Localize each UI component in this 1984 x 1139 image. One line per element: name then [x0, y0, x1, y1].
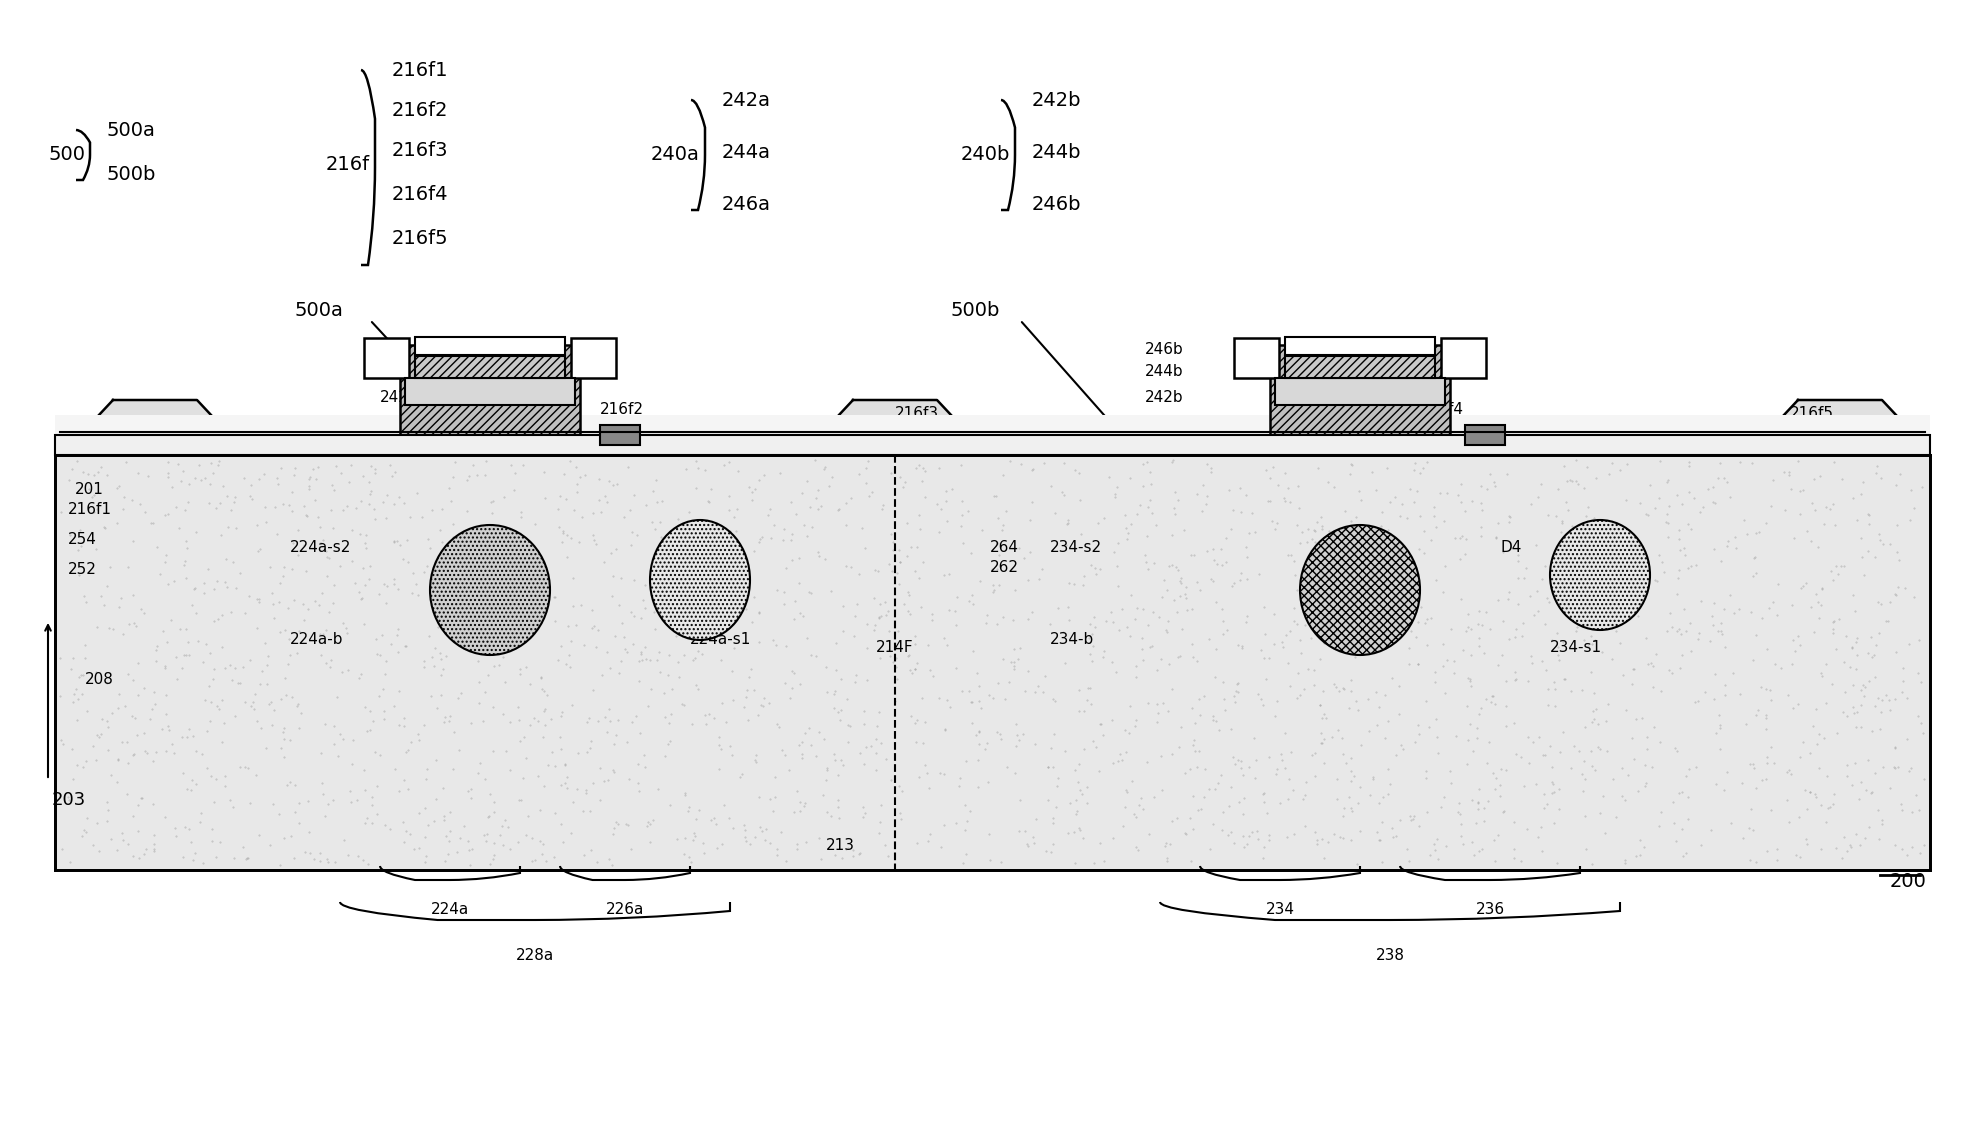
Text: 216f2: 216f2 — [393, 100, 448, 120]
FancyBboxPatch shape — [56, 454, 1930, 870]
Text: 250: 250 — [625, 431, 655, 445]
Ellipse shape — [1300, 525, 1421, 655]
Text: 216f1: 216f1 — [67, 502, 111, 517]
Text: 246b: 246b — [1145, 343, 1184, 358]
Bar — [1270, 345, 1450, 454]
Text: 216f3: 216f3 — [895, 405, 938, 420]
Bar — [401, 345, 579, 454]
Text: 500a: 500a — [296, 301, 343, 320]
Ellipse shape — [1550, 521, 1651, 630]
Text: 224a-s2: 224a-s2 — [290, 541, 351, 556]
Text: 246b: 246b — [1032, 196, 1081, 214]
Text: 224a-b: 224a-b — [290, 632, 343, 647]
Bar — [1276, 378, 1444, 405]
Polygon shape — [1780, 400, 1901, 454]
Text: 224a: 224a — [431, 902, 468, 918]
Text: 216f5: 216f5 — [393, 229, 448, 247]
Text: 246a: 246a — [381, 343, 419, 358]
Text: D3: D3 — [1349, 541, 1371, 556]
Bar — [1440, 338, 1486, 378]
Bar — [1464, 425, 1506, 445]
Bar — [363, 338, 409, 378]
Text: 214F: 214F — [877, 640, 915, 656]
Text: 208: 208 — [85, 672, 113, 688]
Bar — [56, 435, 1930, 454]
Text: 213: 213 — [825, 837, 855, 852]
Text: 254: 254 — [67, 533, 97, 548]
Text: 226a-b: 226a-b — [690, 563, 744, 577]
Text: 236-b: 236-b — [1550, 573, 1595, 588]
Bar — [1286, 337, 1434, 355]
Bar — [405, 378, 575, 405]
Text: D1: D1 — [478, 541, 502, 556]
Text: 246a: 246a — [722, 196, 772, 214]
Polygon shape — [95, 400, 214, 454]
Polygon shape — [835, 400, 954, 454]
Text: 240a: 240a — [651, 146, 700, 164]
Text: 252: 252 — [67, 563, 97, 577]
Bar — [1286, 357, 1434, 378]
Text: 216f3: 216f3 — [393, 140, 448, 159]
Text: D4: D4 — [1500, 541, 1522, 556]
Text: 224a-s1: 224a-s1 — [690, 632, 752, 647]
Text: 216f4: 216f4 — [393, 186, 448, 205]
Text: 234-s1: 234-s1 — [1550, 640, 1603, 656]
Text: 236: 236 — [1476, 902, 1504, 918]
Text: 500a: 500a — [107, 121, 157, 139]
Text: D2: D2 — [690, 541, 712, 556]
Text: 264: 264 — [990, 541, 1020, 556]
Text: 244a: 244a — [381, 364, 419, 379]
Text: 228a: 228a — [516, 948, 554, 962]
Text: 234-s2: 234-s2 — [1050, 541, 1103, 556]
Text: 216f: 216f — [325, 156, 369, 174]
Text: 242a: 242a — [722, 90, 772, 109]
Bar — [571, 338, 615, 378]
Text: 216f5: 216f5 — [1790, 405, 1833, 420]
Text: 216f4: 216f4 — [1421, 402, 1464, 418]
Text: 242b: 242b — [1145, 391, 1184, 405]
Text: 260: 260 — [1490, 431, 1520, 445]
Text: 238: 238 — [1375, 948, 1405, 962]
Polygon shape — [1300, 400, 1421, 454]
Text: 203: 203 — [52, 790, 85, 809]
Text: 500b: 500b — [950, 301, 1000, 320]
Text: 201: 201 — [75, 483, 103, 498]
Bar — [599, 425, 641, 445]
Text: 216f1: 216f1 — [393, 60, 448, 80]
Text: 500b: 500b — [107, 165, 157, 185]
Bar — [415, 337, 565, 355]
Text: 200: 200 — [1891, 872, 1926, 891]
Text: 262: 262 — [990, 560, 1020, 575]
Bar — [56, 415, 1930, 454]
Text: 244b: 244b — [1032, 144, 1081, 163]
Bar — [1234, 338, 1280, 378]
Text: 216f2: 216f2 — [599, 402, 645, 418]
Bar — [415, 357, 565, 378]
Text: 240b: 240b — [960, 146, 1010, 164]
Ellipse shape — [431, 525, 550, 655]
Polygon shape — [431, 400, 550, 454]
Text: 244b: 244b — [1145, 364, 1184, 379]
Text: 234-b: 234-b — [1050, 632, 1095, 647]
Text: 242b: 242b — [1032, 90, 1081, 109]
Text: 244a: 244a — [722, 144, 772, 163]
Ellipse shape — [651, 521, 750, 640]
Text: 234: 234 — [1266, 902, 1294, 918]
Text: 226a: 226a — [605, 902, 645, 918]
Text: 242a: 242a — [381, 391, 419, 405]
Text: 500: 500 — [48, 146, 85, 164]
